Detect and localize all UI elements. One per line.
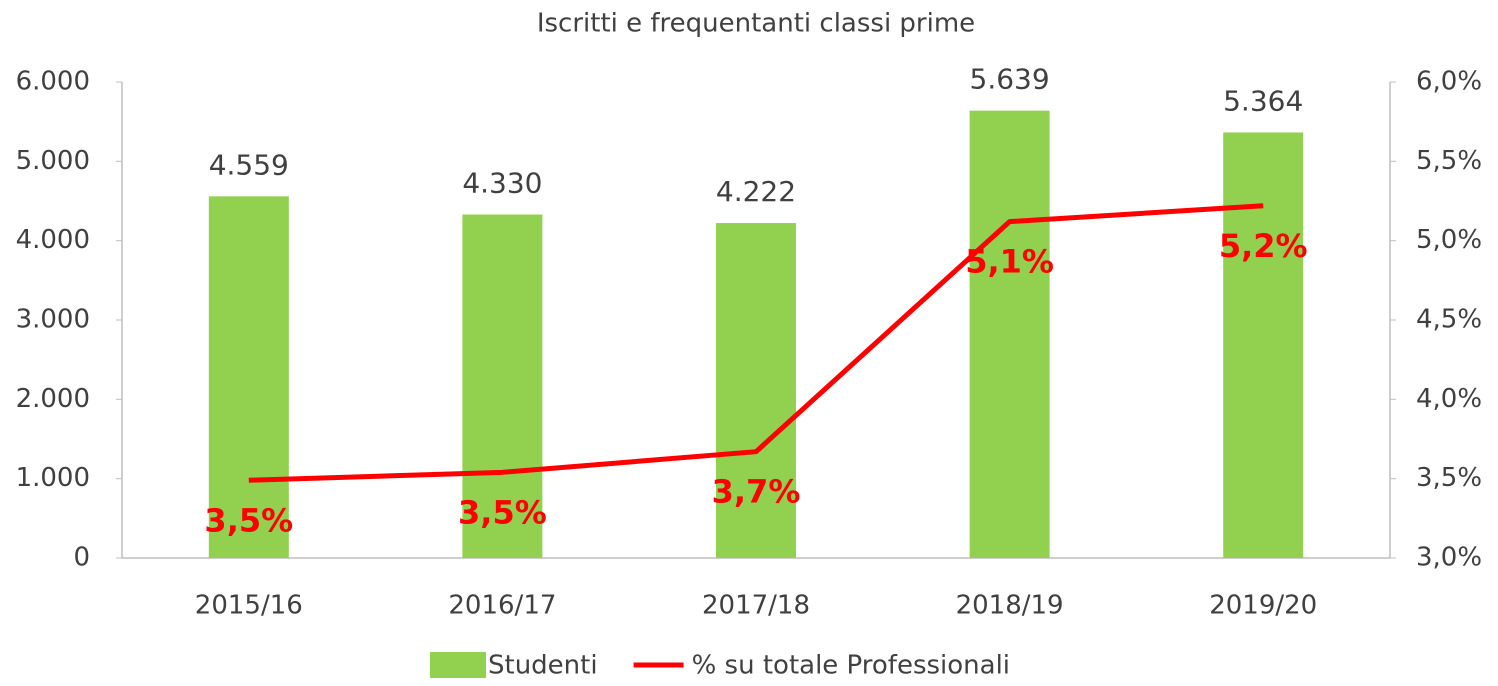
bar-value-label: 4.330 [462, 166, 542, 199]
y-tick-label: 5.000 [16, 146, 90, 176]
y-tick-label: 4.000 [16, 225, 90, 255]
y2-tick-label: 3,0% [1416, 543, 1482, 573]
x-tick-label: 2017/18 [702, 591, 810, 621]
x-tick-label: 2018/19 [956, 591, 1064, 621]
y-tick-label: 2.000 [16, 384, 90, 414]
bar-value-label: 4.559 [209, 148, 289, 181]
line-value-label: 3,5% [204, 501, 293, 539]
bar [462, 214, 543, 558]
line-value-label: 5,2% [1219, 227, 1308, 265]
y-tick-label: 6.000 [16, 67, 90, 97]
y-tick-label: 0 [73, 543, 90, 573]
legend-swatch [430, 652, 486, 678]
legend-label: % su totale Professionali [692, 651, 1010, 681]
x-tick-label: 2019/20 [1209, 591, 1317, 621]
y-tick-label: 1.000 [16, 463, 90, 493]
line-value-label: 3,5% [458, 493, 547, 531]
x-tick-label: 2015/16 [195, 591, 303, 621]
bar-value-label: 5.364 [1223, 84, 1303, 117]
bar [1223, 132, 1304, 558]
y2-tick-label: 5,0% [1416, 225, 1482, 255]
legend-label: Studenti [488, 651, 598, 681]
chart-title: Iscritti e frequentanti classi prime [537, 9, 975, 39]
x-tick-label: 2016/17 [448, 591, 556, 621]
y2-tick-label: 3,5% [1416, 463, 1482, 493]
line-value-label: 5,1% [965, 243, 1054, 281]
line-value-label: 3,7% [712, 473, 801, 511]
bar-value-label: 4.222 [716, 175, 796, 208]
y2-tick-label: 6,0% [1416, 67, 1482, 97]
bar [969, 110, 1050, 558]
bar [716, 223, 796, 558]
bar [208, 196, 289, 558]
bar-value-label: 5.639 [970, 63, 1050, 96]
y2-tick-label: 4,0% [1416, 384, 1482, 414]
y2-tick-label: 4,5% [1416, 305, 1482, 335]
line [248, 203, 1264, 483]
y2-tick-label: 5,5% [1416, 146, 1482, 176]
y-tick-label: 3.000 [16, 305, 90, 335]
